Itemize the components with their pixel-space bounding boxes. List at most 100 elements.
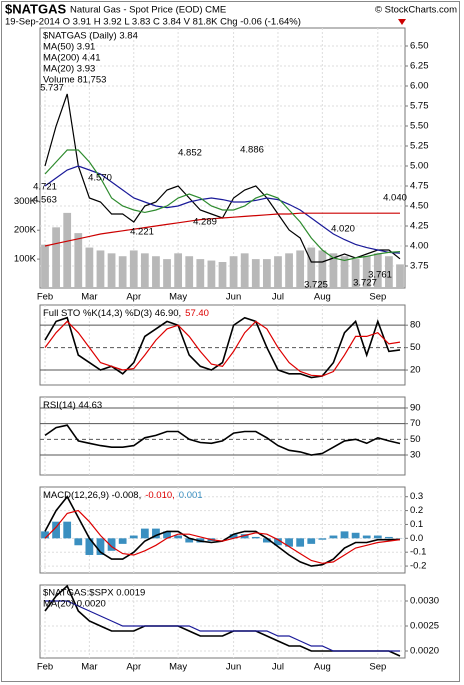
annotation: 4.852 [178,148,202,159]
x-tick-label: Jun [226,292,241,303]
bar [362,256,371,288]
bar [218,262,227,288]
bar [163,259,171,288]
x-tick-label: Mar [81,662,97,673]
y-tick-label: 3.75 [410,261,429,272]
annotation: 5.737 [40,83,64,94]
series-line [44,149,401,262]
bar [296,250,305,288]
y-tick-label: 6.00 [410,81,429,92]
y-tick-label: -0.1 [410,547,426,558]
bar [140,253,149,288]
bar [274,538,282,546]
series-line [44,509,401,564]
x-tick-label: Apr [126,662,141,673]
x-tick-label: Jul [272,292,284,303]
annotation: 4.020 [331,224,355,235]
bar [96,250,105,288]
legend: MACD(12,26,9) -0.008, -0.010, 0.001 [43,490,203,501]
bar [118,538,127,544]
y-tick-label: 70 [410,418,421,429]
bar [196,259,205,288]
annotation: 4.040 [383,193,407,204]
annotation: 4.289 [193,217,217,228]
annotation: 3.761 [368,270,392,281]
legend-entry: -0.010, [145,490,175,501]
bar [41,531,49,539]
y-tick-label: 50 [410,434,421,445]
bar [274,256,282,288]
bar [118,256,127,288]
x-tick-label: Aug [314,292,331,303]
y-tick-label: 4.00 [410,241,429,252]
y-tick-label: 0.0030 [410,596,439,607]
legend-entry: MA(200) 4.41 [43,53,101,64]
bar [307,538,316,544]
x-tick-label: Mar [81,292,97,303]
legend-entry: RSI(14) 44.63 [43,400,102,411]
bar [52,521,60,539]
series-line [44,424,401,456]
legend-entry: MA(20) 3.93 [43,64,95,75]
series-line [45,600,400,652]
legend-entry: $NATGAS (Daily) 3.84 [43,31,138,42]
bar [340,531,349,539]
bar [129,535,138,539]
y-tick-label: 4.75 [410,181,429,192]
legend-entry: MACD(12,26,9) -0.008, [43,490,141,501]
x-tick-label: Feb [37,662,53,673]
bar [63,521,72,539]
down-arrow [398,19,406,25]
y-tick-label: 5.00 [410,161,429,172]
y2-tick-label: 300K [14,196,37,207]
legend: RSI(14) 44.63 [43,400,102,411]
legend-entry: Volume 81,753 [43,75,106,86]
bar [385,256,393,288]
bar [285,253,293,288]
y2-tick-label: 200K [14,225,37,236]
panel [39,584,406,659]
y-tick-label: 90 [410,402,421,413]
annotation: 4.886 [240,145,264,156]
bar [185,538,194,543]
bar [152,256,160,288]
bar [229,534,238,539]
panel [39,304,406,386]
y-tick-label: 20 [410,365,421,376]
bar [318,538,327,540]
bar [152,528,160,539]
y-tick-label: 80 [410,320,421,331]
x-tick-label: Sep [369,662,386,673]
bar [396,264,404,288]
y-tick-label: 5.25 [410,141,429,152]
bar [240,534,249,539]
bar [63,212,72,288]
bar [85,247,94,288]
bar [174,253,183,288]
bar [296,538,305,547]
bar [285,538,293,547]
legend-entry: $NATGAS:$SPX 0.0019 [43,588,145,599]
bar [329,535,338,539]
quote: 19-Sep-2014 O 3.91 H 3.92 L 3.83 C 3.84 … [5,17,301,28]
bar [251,259,260,288]
y-tick-label: -0.2 [410,561,426,572]
bar [185,256,194,288]
bar [362,535,371,539]
bar [229,256,238,288]
x-tick-label: May [169,292,187,303]
legend-entry: Full STO %K(14,3) %D(3) 46.90, [43,308,181,319]
y2-tick-label: 100K [14,254,37,265]
bar [262,538,271,543]
bar [74,233,83,288]
series-line [44,212,400,247]
y-tick-label: 6.25 [410,61,429,72]
bar [174,535,183,539]
series-line [44,320,401,377]
legend-entry: 0.001 [179,490,203,501]
annotation: 4.570 [88,173,112,184]
bar [96,538,105,555]
panel [39,27,406,289]
panel [39,396,406,476]
bar [262,259,271,288]
